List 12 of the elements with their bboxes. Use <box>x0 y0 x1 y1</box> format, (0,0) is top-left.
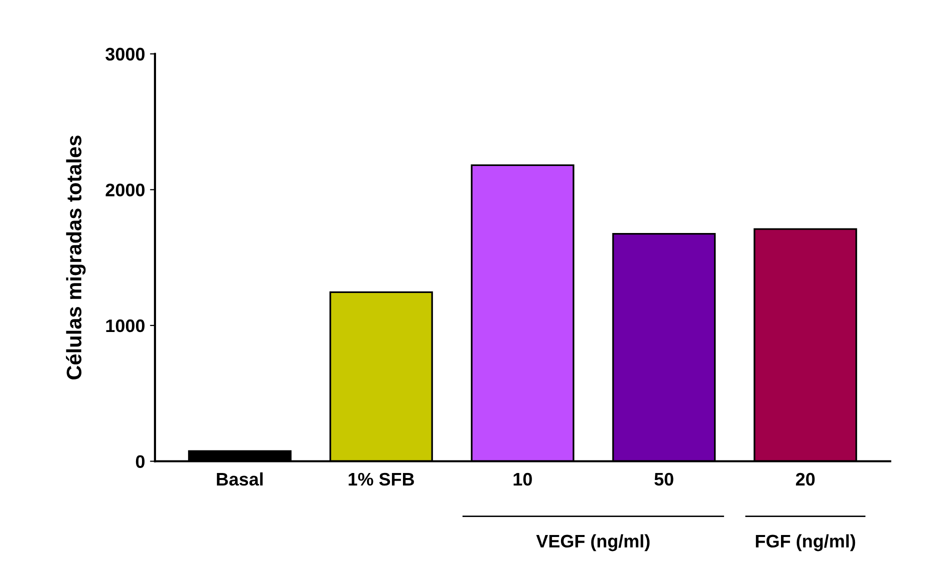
x-tick-label: 1% SFB <box>348 472 414 486</box>
y-tick-label: 3000 <box>106 48 145 61</box>
y-axis-title: Células migradas totales <box>66 136 86 380</box>
text: VEGF (ng/ml) <box>536 534 650 552</box>
y-tick-label: 1000 <box>106 319 145 332</box>
text: FGF (ng/ml) <box>756 534 856 552</box>
x-tick-label: 20 <box>796 472 815 486</box>
x-tick-label: Basal <box>216 472 263 486</box>
y-tick-label: 2000 <box>106 184 145 196</box>
x-tick-label: 10 <box>514 472 532 486</box>
x-tick-label: 50 <box>654 472 674 486</box>
y-tick-label: 0 <box>136 455 145 468</box>
